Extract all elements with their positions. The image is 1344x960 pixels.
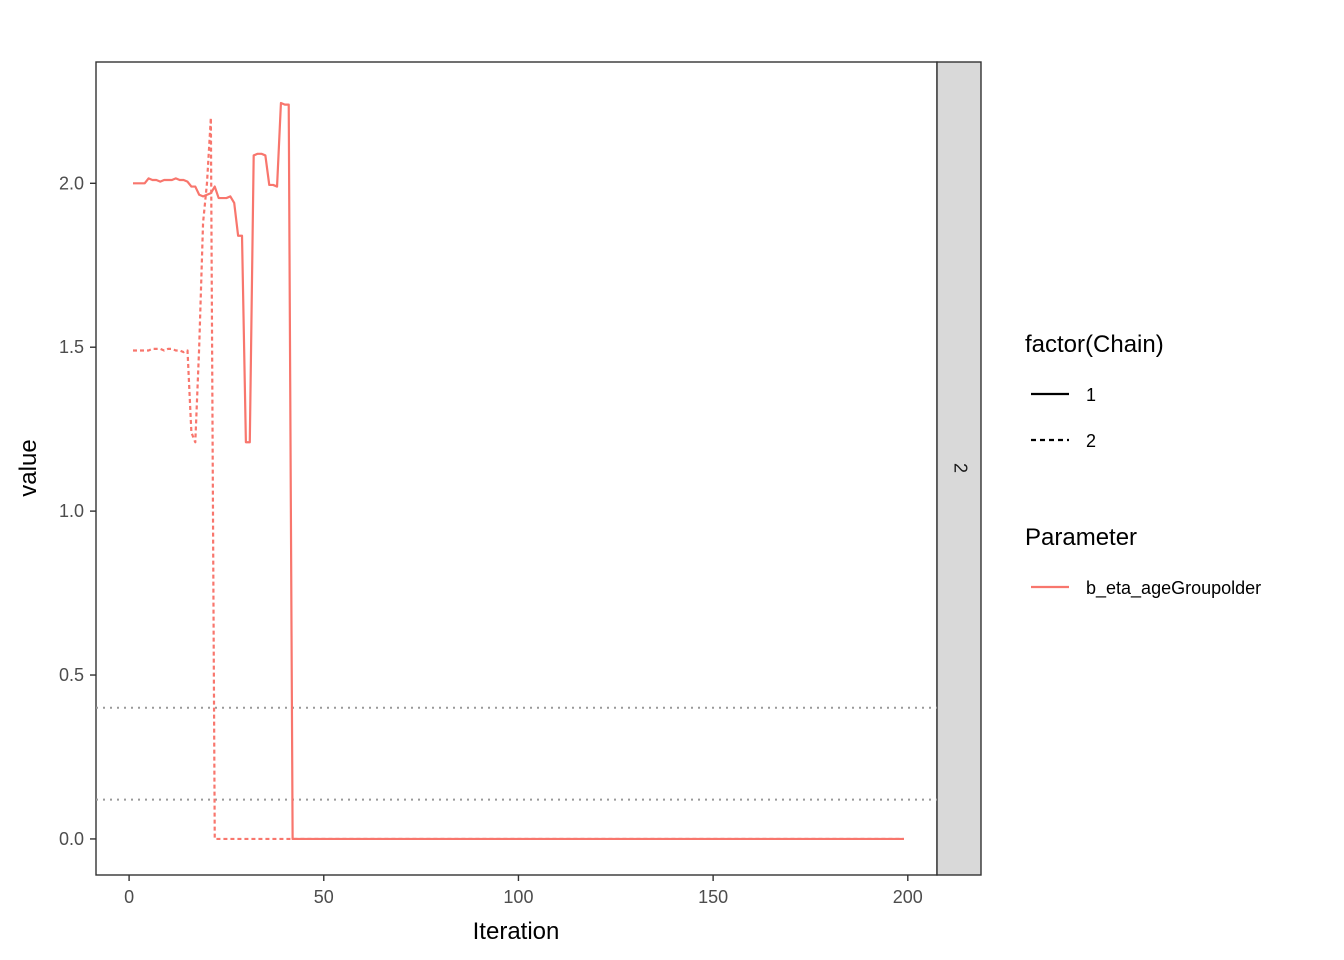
x-axis: 0 50 100 150 200 bbox=[124, 875, 923, 907]
x-tick-label: 100 bbox=[503, 887, 533, 907]
y-tick-label: 0.5 bbox=[59, 665, 84, 685]
legend-chain: factor(Chain) 1 2 bbox=[1025, 331, 1164, 451]
x-tick-label: 50 bbox=[314, 887, 334, 907]
y-tick-label: 2.0 bbox=[59, 173, 84, 193]
legend-parameter: Parameter b_eta_ageGroupolder bbox=[1025, 524, 1261, 599]
series-line-chain-2 bbox=[132, 116, 904, 841]
y-axis-title: value bbox=[15, 439, 42, 496]
x-tick-label: 150 bbox=[698, 887, 728, 907]
legend-chain-1-label: 1 bbox=[1086, 385, 1096, 405]
legend-parameter-title: Parameter bbox=[1025, 524, 1137, 551]
legend-chain-2-label: 2 bbox=[1086, 431, 1096, 451]
y-tick-label: 0.0 bbox=[59, 829, 84, 849]
reference-lines bbox=[96, 706, 937, 801]
facet-strip-label: 2 bbox=[950, 463, 970, 473]
x-tick-label: 0 bbox=[124, 887, 134, 907]
legend-chain-title: factor(Chain) bbox=[1025, 331, 1164, 358]
x-tick-label: 200 bbox=[893, 887, 923, 907]
plot-panel bbox=[95, 61, 938, 876]
y-axis: 0.0 0.5 1.0 1.5 2.0 bbox=[59, 173, 96, 849]
y-tick-label: 1.5 bbox=[59, 337, 84, 357]
facet-strip bbox=[936, 61, 982, 876]
series-line-chain-1 bbox=[132, 101, 904, 841]
legend-parameter-label: b_eta_ageGroupolder bbox=[1086, 578, 1261, 599]
y-tick-label: 1.0 bbox=[59, 501, 84, 521]
x-axis-title: Iteration bbox=[473, 918, 560, 945]
series-layer bbox=[132, 101, 904, 841]
